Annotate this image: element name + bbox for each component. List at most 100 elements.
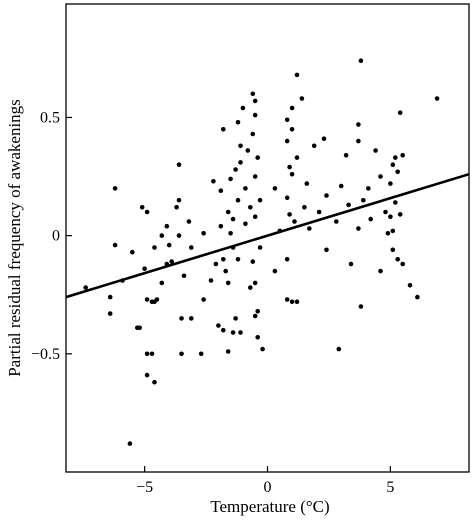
data-point	[179, 316, 184, 321]
data-point	[400, 153, 406, 158]
data-point	[395, 169, 401, 175]
data-point	[235, 257, 241, 262]
data-point	[174, 205, 179, 210]
axis-ticks: −5 0 5 −0.5 0 0.5	[31, 109, 394, 496]
data-point	[287, 212, 292, 217]
data-point	[284, 117, 290, 123]
data-point	[395, 257, 401, 262]
data-point	[216, 323, 221, 328]
data-point	[139, 205, 145, 210]
data-point	[218, 188, 224, 193]
data-point	[284, 138, 290, 144]
data-point	[307, 226, 312, 231]
x-axis-label: Temperature (°C)	[210, 497, 329, 516]
data-point	[211, 179, 216, 184]
data-point	[397, 212, 403, 217]
data-point	[390, 247, 396, 253]
data-point	[221, 257, 226, 262]
data-point	[112, 242, 118, 248]
data-point	[316, 209, 322, 215]
y-tick-label: 0.5	[40, 109, 60, 126]
data-point	[415, 294, 420, 300]
data-point	[238, 160, 243, 165]
data-point	[302, 205, 307, 210]
data-point	[252, 112, 258, 118]
data-point	[324, 193, 329, 198]
data-point	[159, 280, 165, 286]
y-tick-label: 0	[52, 228, 60, 245]
data-point	[152, 245, 157, 250]
data-point	[186, 219, 192, 224]
data-point	[388, 181, 393, 186]
data-point	[348, 261, 354, 267]
data-point	[201, 297, 206, 302]
data-point	[228, 176, 233, 182]
data-point	[390, 228, 396, 234]
data-point	[218, 223, 224, 229]
data-point	[356, 122, 361, 127]
data-point	[366, 186, 371, 191]
data-point	[130, 249, 135, 255]
data-point	[434, 96, 440, 101]
data-point	[284, 297, 290, 302]
data-point	[388, 214, 393, 219]
data-point	[181, 273, 187, 279]
data-point	[127, 441, 133, 446]
data-point	[385, 231, 391, 236]
data-point	[179, 351, 184, 357]
data-point	[255, 335, 260, 340]
data-point	[225, 209, 231, 215]
data-point	[338, 183, 344, 189]
data-point	[169, 259, 174, 264]
data-point	[390, 162, 396, 167]
data-point	[289, 299, 295, 305]
data-point	[228, 231, 233, 236]
data-point	[356, 138, 361, 144]
data-point	[252, 313, 258, 319]
data-point	[294, 299, 300, 305]
data-point	[378, 174, 383, 179]
regression-line	[65, 172, 470, 299]
data-point	[154, 297, 160, 302]
data-point	[292, 219, 297, 224]
data-point	[245, 148, 251, 153]
data-point	[149, 351, 155, 357]
data-point	[356, 226, 361, 231]
data-point	[336, 346, 342, 352]
data-point	[311, 143, 317, 149]
data-point	[397, 110, 403, 115]
data-point	[233, 316, 238, 321]
data-point	[255, 309, 260, 314]
data-point	[346, 202, 351, 208]
data-point	[233, 167, 238, 172]
data-point	[289, 105, 295, 111]
data-point	[166, 242, 172, 248]
data-point	[289, 127, 295, 132]
data-point	[393, 155, 398, 160]
data-point	[198, 351, 204, 357]
data-point	[152, 379, 157, 385]
data-point	[107, 294, 113, 300]
data-point	[334, 219, 339, 224]
data-point	[144, 351, 150, 357]
data-point	[238, 143, 243, 149]
data-point	[257, 197, 263, 203]
data-point	[407, 283, 413, 288]
data-point	[213, 261, 219, 267]
data-point	[321, 136, 327, 141]
data-point	[378, 268, 383, 274]
data-point	[208, 278, 214, 283]
data-point	[176, 197, 182, 203]
data-point	[248, 285, 253, 290]
data-point	[176, 233, 182, 238]
data-point	[159, 233, 165, 238]
data-point	[164, 223, 170, 229]
data-point	[400, 261, 406, 267]
data-point	[284, 257, 290, 262]
data-point	[358, 58, 364, 63]
data-point	[250, 131, 256, 137]
data-point	[255, 155, 260, 160]
data-point	[272, 186, 278, 191]
data-point	[287, 164, 292, 170]
